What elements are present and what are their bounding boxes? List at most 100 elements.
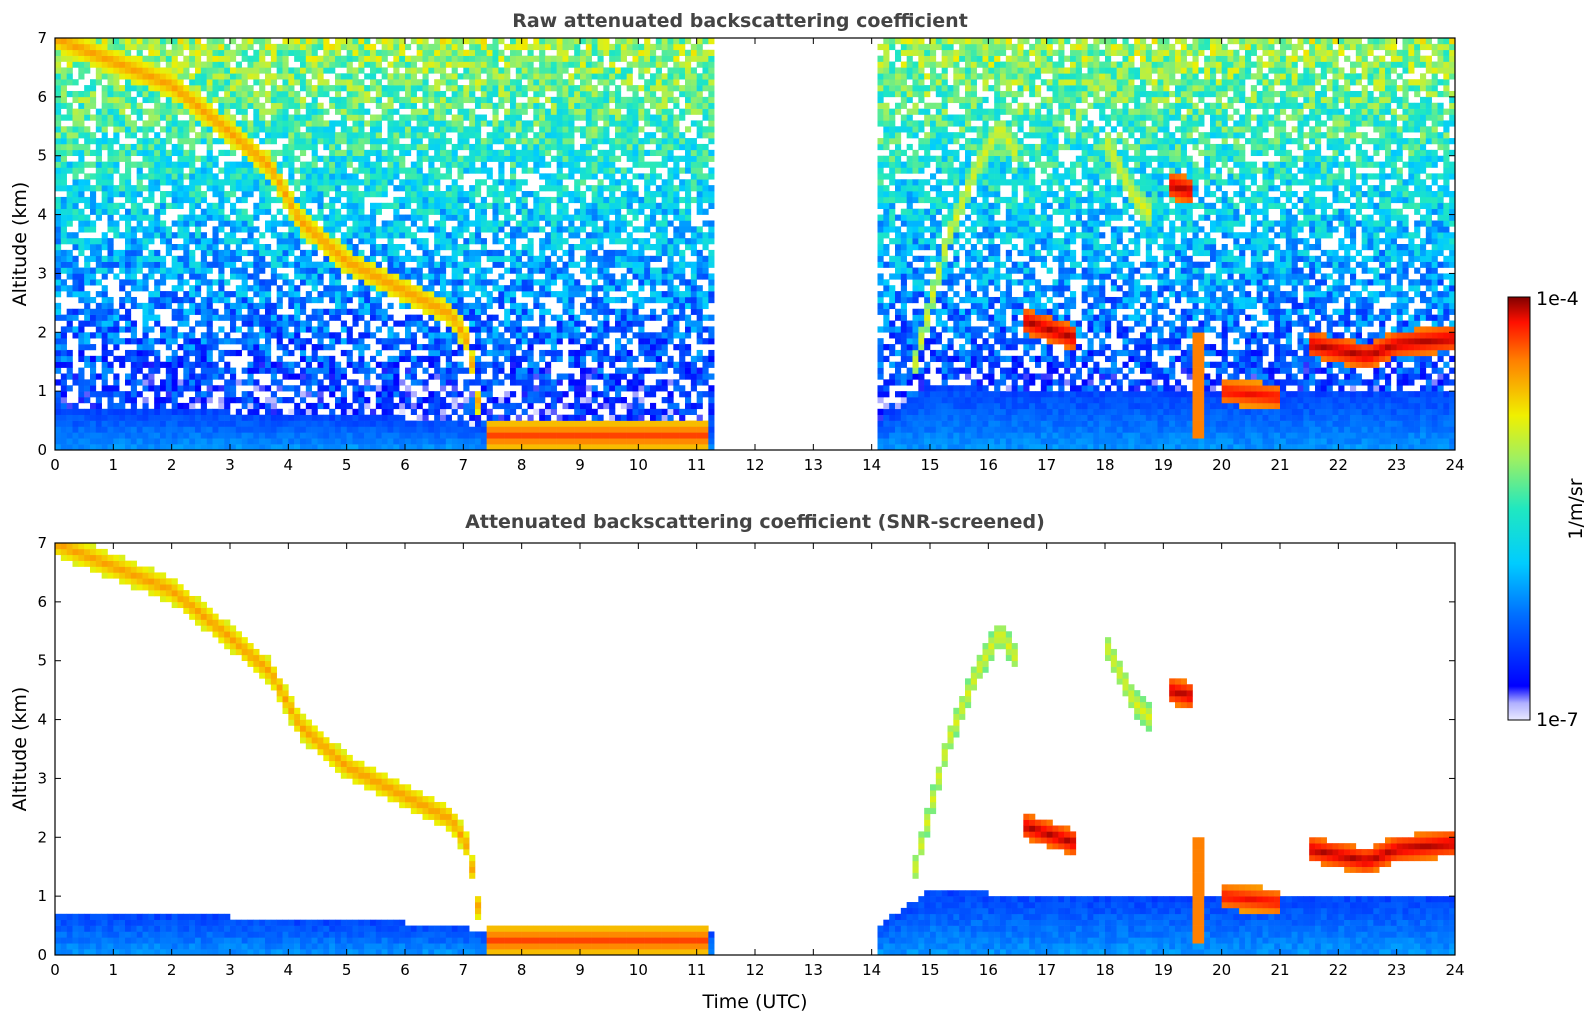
heatmap-cell <box>253 208 260 215</box>
heatmap-cell <box>451 379 458 386</box>
heatmap-cell <box>451 302 458 310</box>
heatmap-cell <box>241 96 248 104</box>
heatmap-cell <box>125 326 132 333</box>
heatmap-cell <box>539 114 546 121</box>
heatmap-cell <box>533 438 540 445</box>
heatmap-cell <box>568 385 575 392</box>
heatmap-cell <box>66 361 73 368</box>
heatmap-cell <box>212 191 219 198</box>
heatmap-cell <box>107 420 114 427</box>
heatmap-cell <box>241 426 248 433</box>
heatmap-cell <box>510 96 517 104</box>
heatmap-cell <box>422 149 429 157</box>
heatmap-cell <box>469 379 476 386</box>
heatmap-cell <box>346 143 353 151</box>
heatmap-cell <box>189 161 196 168</box>
heatmap-cell <box>78 61 85 68</box>
heatmap-cell <box>282 273 289 280</box>
heatmap-cell <box>428 249 435 257</box>
heatmap-cell <box>276 167 283 174</box>
heatmap-cell <box>527 208 534 215</box>
heatmap-cell <box>218 38 225 45</box>
heatmap-cell <box>387 367 394 374</box>
heatmap-cell <box>434 55 441 62</box>
heatmap-cell <box>183 361 190 368</box>
heatmap-cell <box>259 420 266 427</box>
heatmap-cell <box>305 226 312 233</box>
heatmap-cell <box>130 296 137 304</box>
heatmap-cell <box>323 444 330 451</box>
heatmap-cell <box>154 438 161 445</box>
heatmap-cell <box>498 202 505 209</box>
heatmap-cell <box>247 379 254 386</box>
heatmap-cell <box>107 432 114 439</box>
heatmap-cell <box>527 226 534 233</box>
heatmap-cell <box>533 367 540 374</box>
heatmap-cell <box>165 391 172 398</box>
heatmap-cell <box>160 90 167 98</box>
heatmap-cell <box>550 96 557 104</box>
heatmap-cell <box>195 414 202 421</box>
heatmap-cell <box>195 238 202 245</box>
heatmap-cell <box>416 96 423 104</box>
heatmap-cell <box>241 132 248 139</box>
heatmap-cell <box>60 420 67 427</box>
heatmap-cell <box>189 426 196 433</box>
heatmap-cell <box>504 232 511 239</box>
raw-backscatter-heatmap <box>55 38 1456 451</box>
heatmap-cell <box>95 43 102 51</box>
heatmap-cell <box>101 326 108 333</box>
heatmap-cell <box>323 249 330 257</box>
heatmap-cell <box>329 155 336 162</box>
heatmap-cell <box>405 126 412 133</box>
heatmap-cell <box>276 120 283 127</box>
heatmap-cell <box>230 102 237 109</box>
heatmap-cell <box>136 43 143 51</box>
heatmap-cell <box>504 308 511 315</box>
heatmap-cell <box>84 196 91 204</box>
heatmap-cell <box>177 143 184 151</box>
heatmap-cell <box>60 426 67 433</box>
heatmap-cell <box>130 349 137 357</box>
heatmap-cell <box>346 90 353 98</box>
heatmap-cell <box>253 367 260 374</box>
heatmap-cell <box>142 79 149 86</box>
heatmap-cell <box>475 167 482 174</box>
heatmap-cell <box>195 285 202 292</box>
heatmap-cell <box>504 191 511 198</box>
heatmap-cell <box>434 296 441 304</box>
heatmap-cell <box>189 232 196 239</box>
heatmap-cell <box>568 291 575 298</box>
heatmap-cell <box>55 367 62 374</box>
heatmap-cell <box>387 338 394 345</box>
heatmap-cell <box>469 238 476 245</box>
heatmap-cell <box>550 249 557 257</box>
heatmap-cell <box>305 161 312 168</box>
heatmap-cell <box>358 220 365 227</box>
heatmap-cell <box>475 232 482 239</box>
heatmap-cell <box>335 61 342 68</box>
heatmap-cell <box>265 173 272 180</box>
heatmap-cell <box>154 385 161 392</box>
heatmap-cell <box>230 367 237 374</box>
heatmap-cell <box>451 67 458 74</box>
heatmap-cell <box>562 67 569 74</box>
heatmap-cell <box>171 379 178 386</box>
heatmap-cell <box>358 344 365 351</box>
heatmap-cell <box>288 373 295 380</box>
heatmap-cell <box>84 267 91 274</box>
heatmap-cell <box>189 261 196 268</box>
heatmap-cell <box>510 344 517 351</box>
heatmap-cell <box>428 161 435 168</box>
heatmap-cell <box>393 414 400 421</box>
heatmap-cell <box>352 426 359 433</box>
heatmap-cell <box>55 291 62 298</box>
heatmap-cell <box>381 149 388 157</box>
heatmap-cell <box>574 420 581 427</box>
heatmap-cell <box>294 361 301 368</box>
heatmap-cell <box>422 255 429 262</box>
heatmap-cell <box>469 349 476 357</box>
heatmap-cell <box>480 161 487 168</box>
heatmap-cell <box>556 79 563 86</box>
